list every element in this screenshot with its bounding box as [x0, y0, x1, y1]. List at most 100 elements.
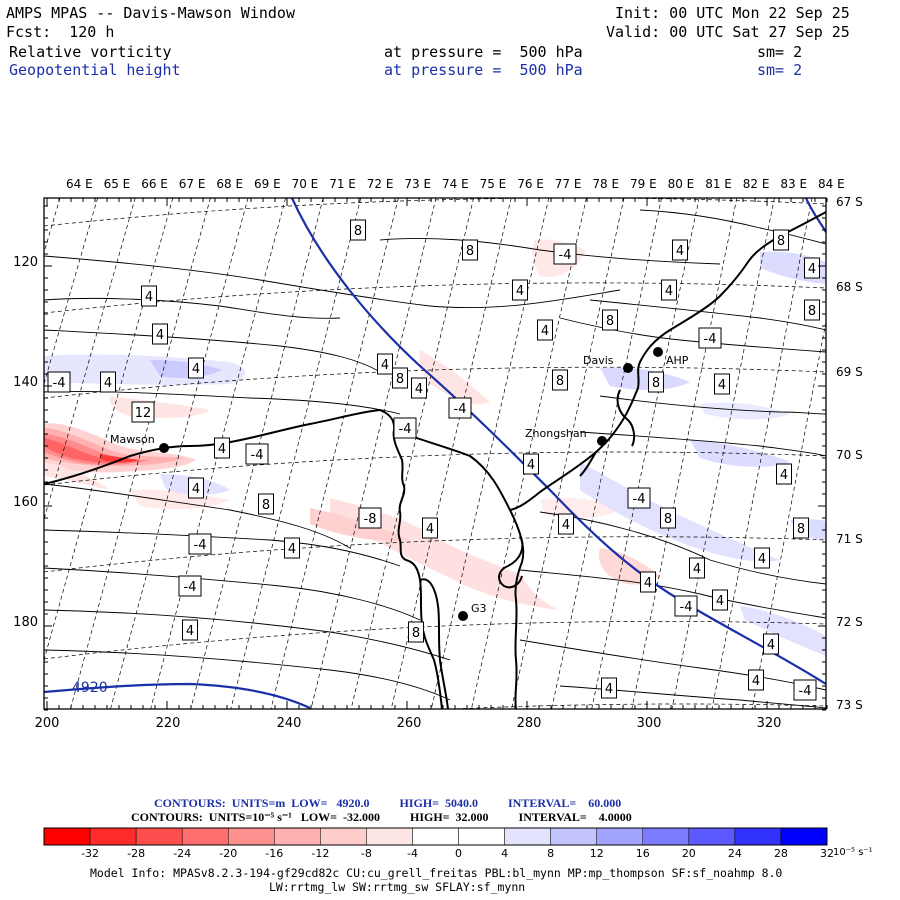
colorbar-cell: [642, 827, 690, 846]
colorbar-cell: [89, 827, 137, 846]
field1-name: Relative vorticity: [9, 43, 172, 61]
forecast-hour: Fcst: 120 h: [6, 23, 115, 41]
svg-text:4: 4: [381, 358, 389, 373]
vorticity-contour-label: 4: [661, 279, 677, 301]
longitude-label: 80 E: [667, 177, 695, 191]
map-frame: [43, 197, 827, 710]
svg-text:4: 4: [758, 552, 766, 567]
station-g3-marker: [458, 611, 468, 621]
svg-text:4: 4: [767, 638, 775, 653]
longitude-label: 76 E: [517, 177, 544, 191]
plot-title: AMPS MPAS -- Davis-Mawson Window: [6, 4, 295, 22]
x-tick-label: 260: [397, 716, 422, 731]
svg-text:4: 4: [562, 518, 570, 533]
coastline: [44, 211, 826, 709]
model-info-line2: LW:rrtmg_lw SW:rrtmg_sw SFLAY:sf_mynn: [269, 880, 526, 894]
station-ahp-label: AHP: [666, 354, 689, 367]
vorticity-contour-label: 4: [377, 353, 393, 375]
longitude-label: 71 E: [329, 177, 356, 191]
colorbar-label: -4: [407, 847, 418, 860]
svg-text:8: 8: [777, 234, 785, 249]
svg-text:8: 8: [396, 372, 404, 387]
colorbar-label: 12: [590, 847, 604, 860]
svg-text:12: 12: [135, 406, 152, 421]
vorticity-contour-label: 8: [648, 371, 664, 393]
height-contour-label: 4920: [72, 680, 108, 696]
colorbar-label: -32: [81, 847, 99, 860]
vorticity-contour-label: -4: [178, 575, 202, 597]
colorbar-label: 32: [820, 847, 834, 860]
svg-text:4: 4: [676, 244, 684, 259]
longitude-label: 75 E: [479, 177, 507, 191]
longitude-label: 73 E: [404, 177, 432, 191]
colorbar-unit: 10⁻⁵ s⁻¹: [833, 847, 873, 858]
svg-text:-4: -4: [454, 402, 467, 417]
station-davis-marker: [623, 363, 633, 373]
colorbar-cell: [320, 827, 367, 846]
vorticity-contour-label: -4: [674, 595, 698, 617]
y-tick-label: 180: [13, 615, 38, 630]
svg-text:4: 4: [192, 482, 200, 497]
field2-level: at pressure = 500 hPa: [384, 61, 583, 79]
vorticity-contour-label: -4: [245, 443, 269, 465]
vorticity-contour-label: 4: [754, 547, 770, 569]
svg-text:8: 8: [412, 626, 420, 641]
station-mawson-marker: [159, 443, 169, 453]
longitude-label: 64 E: [66, 177, 93, 191]
vorticity-contour-label: 8: [408, 621, 424, 643]
svg-text:4: 4: [415, 382, 423, 397]
colorbar-label: -8: [361, 847, 372, 860]
colorbar-label: 20: [682, 847, 696, 860]
valid-time: Valid: 00 UTC Sat 27 Sep 25: [606, 23, 850, 41]
colorbar-label: 16: [636, 847, 650, 860]
longitude-label: 68 E: [216, 177, 244, 191]
vorticity-contour-label: 4: [763, 633, 779, 655]
svg-text:4: 4: [808, 262, 816, 277]
vorticity-contour-label: 4: [640, 571, 656, 593]
colorbar-cell: [504, 827, 551, 846]
vorticity-contour-label: 8: [804, 299, 820, 321]
station-g3-label: G3: [471, 602, 487, 615]
y-tick-label: 140: [13, 375, 38, 390]
svg-text:8: 8: [797, 522, 805, 537]
colorbar-label: -24: [173, 847, 191, 860]
x-tick-label: 200: [35, 716, 60, 731]
svg-text:4: 4: [718, 378, 726, 393]
axis-ticks: [44, 198, 828, 711]
vorticity-contour-label: 8: [552, 369, 568, 391]
svg-text:-4: -4: [251, 448, 264, 463]
svg-text:4: 4: [644, 576, 652, 591]
vorticity-contour-label: -4: [627, 487, 651, 509]
vorticity-contour-label: 12: [131, 401, 155, 423]
height-contour-info: CONTOURS: UNITS=m LOW= 4920.0 HIGH= 5040…: [154, 796, 622, 810]
longitude-label: 81 E: [705, 177, 732, 191]
vorticity-contour-label: 4: [689, 557, 705, 579]
vorticity-contour-label: 4: [182, 619, 198, 641]
model-info-line1: Model Info: MPASv8.2.3-194-gf29cd82c CU:…: [90, 866, 783, 880]
colorbar-cell: [43, 827, 91, 846]
longitude-label: 79 E: [630, 177, 657, 191]
latitude-label: 73 S: [836, 698, 863, 712]
vorticity-contour-label: 4: [284, 537, 300, 559]
svg-text:8: 8: [808, 304, 816, 319]
vorticity-contour-label: 8: [773, 229, 789, 251]
colorbar-cell: [596, 827, 644, 846]
svg-text:8: 8: [652, 376, 660, 391]
longitude-label: 84 E: [818, 177, 845, 191]
latitude-label: 70 S: [836, 448, 863, 462]
vorticity-contour-label: 4: [776, 463, 792, 485]
svg-text:8: 8: [664, 512, 672, 527]
colorbar-cell: [780, 827, 828, 846]
svg-text:8: 8: [354, 224, 362, 239]
vorticity-contour-label: 8: [258, 493, 274, 515]
svg-text:4: 4: [156, 328, 164, 343]
colorbar-cell: [227, 827, 275, 846]
svg-text:-4: -4: [633, 492, 646, 507]
svg-text:4: 4: [145, 290, 153, 305]
svg-text:4: 4: [516, 284, 524, 299]
colorbar-label: -16: [265, 847, 283, 860]
svg-text:4: 4: [605, 682, 613, 697]
vorticity-contour-label: -4: [698, 327, 722, 349]
svg-text:4: 4: [541, 324, 549, 339]
